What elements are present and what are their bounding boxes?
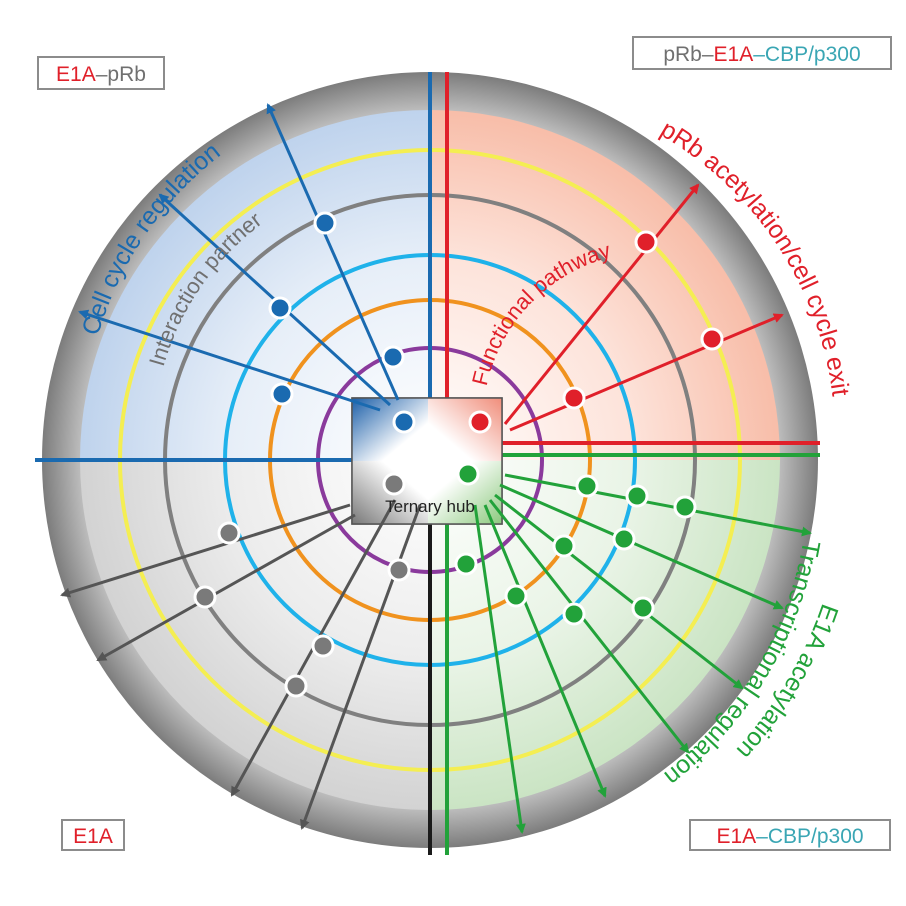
blue-node	[268, 296, 292, 320]
green-node	[631, 596, 655, 620]
arrow-layer	[60, 103, 812, 834]
green-node	[504, 584, 528, 608]
corner-label-e1a-prb: E1A–pRb	[37, 56, 165, 90]
red-node	[562, 386, 586, 410]
quadrant-blue	[80, 110, 430, 460]
corner-label-segment: –CBP/p300	[753, 43, 860, 66]
grey-arrow	[60, 503, 351, 598]
hub-blue-node	[392, 410, 416, 434]
grey-node	[217, 521, 241, 545]
quadrant-red	[430, 110, 780, 460]
blue-arrow	[266, 103, 400, 401]
hub-grey-node	[382, 472, 406, 496]
grey-node	[311, 634, 335, 658]
corner-label-segment: –CBP/p300	[756, 825, 863, 848]
svg-text:pRb–E1A–CBP/p300: pRb–E1A–CBP/p300	[663, 43, 860, 66]
green-arrow	[499, 483, 784, 610]
blue-node	[313, 211, 337, 235]
grey-node	[284, 674, 308, 698]
grey-node	[387, 558, 411, 582]
corner-label-segment: E1A	[73, 825, 113, 848]
green-node	[562, 602, 586, 626]
quadrant-green	[430, 460, 780, 810]
quadrant-grey	[80, 460, 430, 810]
svg-text:E1A: E1A	[73, 825, 113, 848]
corner-label-segment: E1A	[716, 825, 756, 848]
corner-label-e1a: E1A	[61, 819, 125, 851]
green-node	[454, 552, 478, 576]
svg-text:E1A–CBP/p300: E1A–CBP/p300	[716, 825, 863, 848]
corner-label-segment: –pRb	[96, 63, 146, 86]
red-arrow	[503, 183, 700, 425]
green-arrow	[504, 473, 812, 537]
red-node	[634, 230, 658, 254]
blue-node	[381, 345, 405, 369]
corner-label-e1a-cbp: E1A–CBP/p300	[689, 819, 891, 851]
corner-label-prb-e1a-cbp: pRb–E1A–CBP/p300	[632, 36, 892, 70]
grey-arrow	[96, 513, 356, 662]
grey-node	[193, 585, 217, 609]
green-arrow	[494, 493, 744, 690]
green-node	[552, 534, 576, 558]
svg-text:E1A–pRb: E1A–pRb	[56, 63, 146, 86]
corner-label-segment: E1A	[56, 63, 96, 86]
green-node	[575, 474, 599, 498]
red-arrow	[509, 313, 784, 432]
ternary-hub	[351, 397, 503, 525]
green-node	[673, 495, 697, 519]
corner-label-segment: E1A	[714, 43, 754, 66]
green-arrow	[473, 504, 526, 834]
blue-arrow	[78, 309, 381, 412]
green-node	[612, 527, 636, 551]
green-node	[625, 484, 649, 508]
green-arrow	[488, 499, 690, 754]
corner-label-segment: pRb–	[663, 43, 714, 66]
hub-red-node	[468, 410, 492, 434]
hub-green-node	[456, 462, 480, 486]
green-arrow	[483, 504, 607, 798]
node-layer	[193, 211, 724, 698]
ternary-hub-label: Ternary hub	[385, 497, 475, 516]
red-node	[700, 327, 724, 351]
blue-node	[270, 382, 294, 406]
